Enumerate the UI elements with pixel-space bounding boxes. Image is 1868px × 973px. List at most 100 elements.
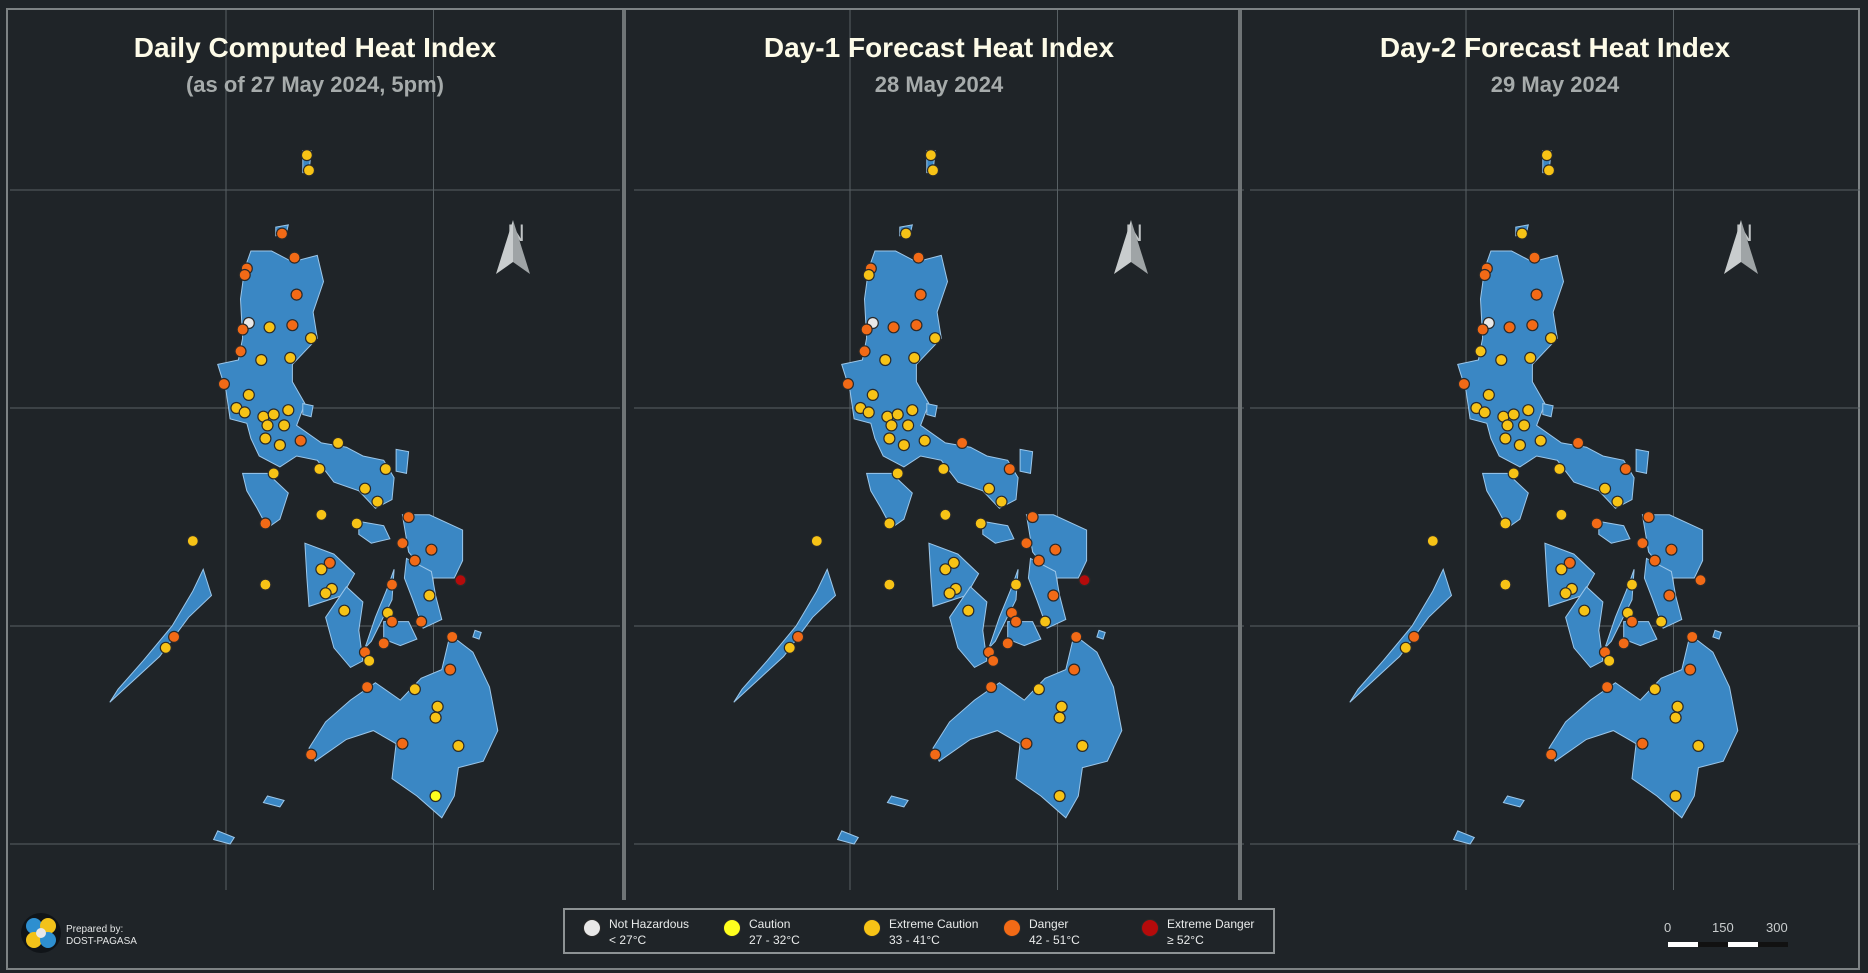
station-marker-danger[interactable] (1563, 556, 1576, 569)
station-marker-extreme-caution[interactable] (866, 388, 879, 401)
station-marker-extreme-caution[interactable] (1009, 578, 1023, 591)
station-marker-extreme-caution[interactable] (1578, 604, 1591, 617)
station-marker-extreme-caution[interactable] (1545, 332, 1558, 345)
station-marker-extreme-caution[interactable] (315, 508, 328, 521)
station-marker-extreme-caution[interactable] (943, 587, 956, 600)
station-marker-danger[interactable] (1590, 517, 1603, 530)
station-marker-extreme-caution[interactable] (1501, 419, 1514, 432)
station-marker-danger[interactable] (1545, 748, 1558, 761)
station-marker-extreme-caution[interactable] (267, 467, 280, 480)
station-marker-danger[interactable] (910, 319, 923, 332)
station-marker-extreme-caution[interactable] (1076, 739, 1089, 753)
station-marker-extreme-caution[interactable] (962, 604, 975, 617)
station-marker-extreme-caution[interactable] (1603, 654, 1616, 668)
station-marker-extreme-caution[interactable] (926, 164, 940, 177)
station-marker-extreme-caution[interactable] (338, 604, 351, 617)
station-marker-danger[interactable] (841, 377, 854, 391)
station-marker-extreme-caution[interactable] (1053, 789, 1066, 803)
station-marker-danger[interactable] (402, 510, 415, 524)
station-marker-extreme-caution[interactable] (1515, 227, 1529, 240)
station-marker-extreme-caution[interactable] (159, 641, 172, 654)
station-marker-danger[interactable] (444, 663, 457, 676)
station-marker-danger[interactable] (415, 615, 428, 628)
station-marker-extreme-caution[interactable] (1671, 700, 1684, 713)
station-marker-extreme-caution[interactable] (1542, 164, 1556, 177)
station-marker-danger[interactable] (1530, 288, 1543, 301)
station-marker-danger[interactable] (1663, 589, 1676, 602)
station-marker-extreme-caution[interactable] (1039, 615, 1052, 628)
station-marker-danger[interactable] (361, 680, 374, 694)
station-marker-extreme-caution[interactable] (363, 654, 376, 668)
station-marker-extreme-caution[interactable] (1611, 495, 1624, 508)
station-marker-extreme-caution[interactable] (899, 227, 913, 240)
station-marker-extreme-caution[interactable] (302, 164, 316, 177)
station-marker-extreme-caution[interactable] (278, 419, 291, 432)
station-marker-danger[interactable] (217, 377, 230, 391)
station-marker-danger[interactable] (858, 345, 871, 358)
station-marker-extreme-caution[interactable] (259, 432, 272, 445)
station-marker-extreme-caution[interactable] (1524, 351, 1537, 364)
station-marker-extreme-caution[interactable] (1669, 711, 1682, 724)
station-marker-extreme-caution[interactable] (939, 563, 952, 576)
station-marker-extreme-caution[interactable] (284, 351, 297, 364)
station-marker-danger[interactable] (236, 323, 249, 336)
station-marker-extreme-caution[interactable] (423, 589, 436, 602)
station-marker-danger[interactable] (275, 227, 289, 240)
station-marker-extreme-caution[interactable] (371, 495, 384, 508)
station-marker-caution[interactable] (429, 789, 442, 803)
station-marker-danger[interactable] (887, 321, 900, 334)
station-marker-extreme-caution[interactable] (1522, 404, 1535, 417)
station-marker-extreme-caution[interactable] (883, 578, 896, 591)
station-marker-extreme-caution[interactable] (319, 587, 332, 600)
station-marker-extreme-caution[interactable] (263, 321, 276, 334)
station-marker-danger[interactable] (385, 578, 399, 591)
station-marker-danger[interactable] (1528, 251, 1541, 264)
station-marker-extreme-caution[interactable] (908, 351, 921, 364)
station-marker-extreme-caution[interactable] (947, 556, 960, 569)
station-marker-extreme-caution[interactable] (1540, 149, 1553, 162)
station-marker-danger[interactable] (305, 748, 318, 761)
station-marker-extreme-caution[interactable] (891, 408, 904, 421)
station-marker-extreme-caution[interactable] (939, 508, 952, 521)
station-marker-extreme-caution[interactable] (1518, 419, 1531, 432)
station-marker-danger[interactable] (1636, 537, 1649, 550)
station-marker-extreme-caution[interactable] (350, 517, 363, 530)
station-marker-extreme-caution[interactable] (885, 419, 898, 432)
station-marker-danger[interactable] (929, 748, 942, 761)
station-marker-danger[interactable] (1648, 554, 1661, 567)
station-marker-danger[interactable] (1457, 377, 1470, 391)
station-marker-danger[interactable] (396, 737, 409, 750)
station-marker-extreme-caution[interactable] (883, 432, 896, 445)
station-marker-extreme-caution[interactable] (891, 467, 904, 480)
station-marker-extreme-caution[interactable] (313, 462, 326, 476)
station-marker-extreme-caution[interactable] (1692, 739, 1705, 753)
station-marker-extreme-caution[interactable] (897, 439, 910, 452)
station-marker-danger[interactable] (294, 434, 307, 447)
station-marker-extreme-caution[interactable] (1055, 700, 1068, 713)
station-marker-extreme-caution[interactable] (273, 439, 286, 452)
station-marker-extreme-caution[interactable] (186, 534, 199, 548)
station-marker-danger[interactable] (985, 680, 998, 694)
station-marker-extreme-caution[interactable] (1478, 406, 1491, 419)
station-marker-extreme-caution[interactable] (261, 419, 274, 432)
station-marker-extreme-caution[interactable] (267, 408, 280, 421)
station-marker-extreme-caution[interactable] (1495, 353, 1508, 367)
station-marker-extreme-caution[interactable] (918, 434, 931, 447)
station-marker-danger[interactable] (914, 288, 927, 301)
station-marker-extreme-caution[interactable] (1513, 439, 1526, 452)
station-marker-extreme-caution[interactable] (982, 482, 996, 495)
station-marker-danger[interactable] (1601, 680, 1614, 694)
station-marker-extreme-caution[interactable] (862, 406, 875, 419)
station-marker-danger[interactable] (1020, 737, 1033, 750)
station-marker-extreme-caution[interactable] (879, 353, 892, 367)
station-marker-extreme-caution[interactable] (1555, 563, 1568, 576)
station-marker-danger[interactable] (1694, 574, 1707, 587)
station-marker-extreme-caution[interactable] (408, 683, 421, 696)
station-marker-danger[interactable] (396, 537, 409, 550)
station-marker-extreme-caution[interactable] (259, 578, 272, 591)
station-marker-extreme-caution[interactable] (242, 388, 255, 401)
station-marker-extreme-caution[interactable] (929, 332, 942, 345)
station-marker-extreme-caution[interactable] (358, 482, 372, 495)
station-marker-extreme-caution[interactable] (1598, 482, 1612, 495)
station-marker-danger[interactable] (1642, 510, 1655, 524)
